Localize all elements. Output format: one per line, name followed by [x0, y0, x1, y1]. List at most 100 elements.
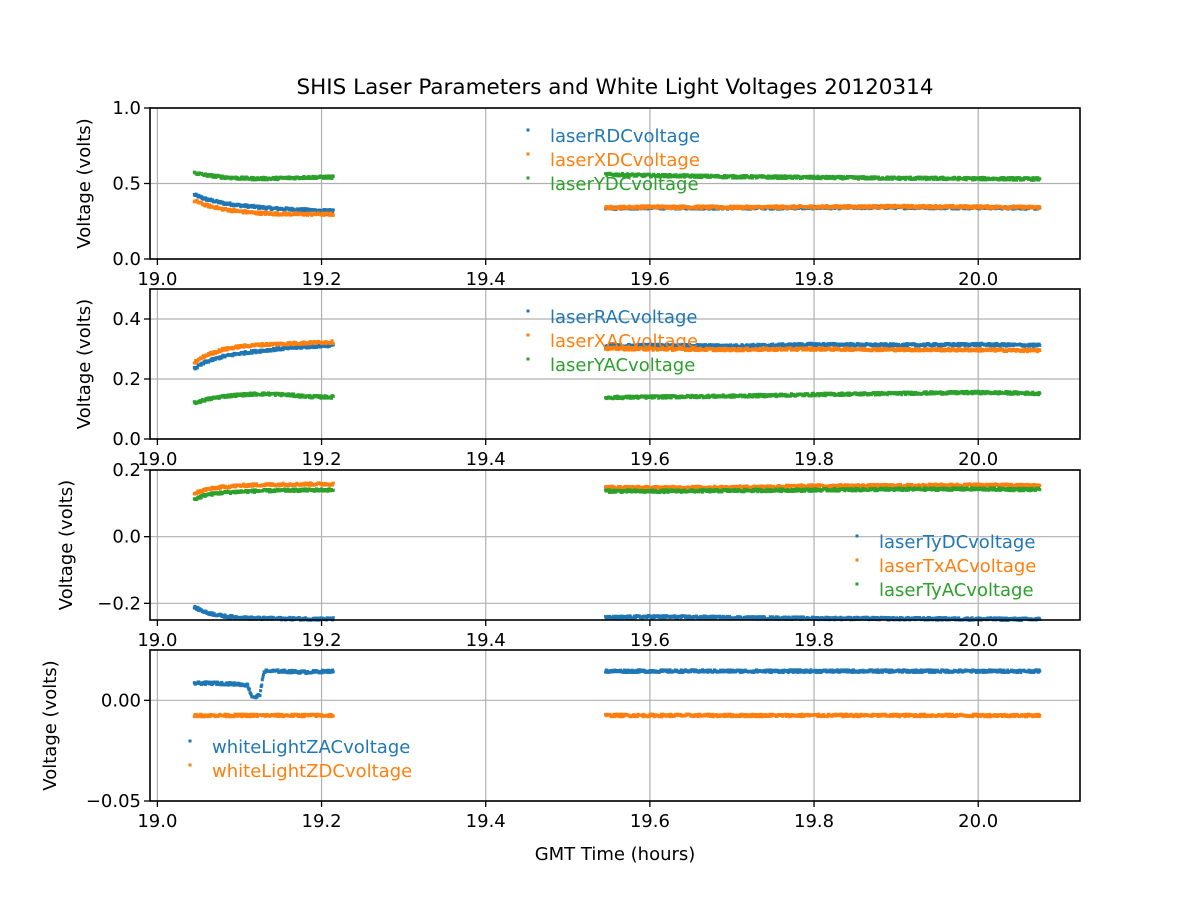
data-point	[329, 211, 333, 215]
data-point	[695, 206, 699, 210]
data-point	[313, 208, 317, 212]
data-point	[673, 175, 677, 179]
data-point	[649, 394, 653, 398]
data-point	[833, 342, 837, 346]
data-point	[268, 344, 272, 348]
data-point	[331, 210, 335, 214]
data-point	[959, 343, 963, 347]
data-point	[1031, 349, 1035, 353]
data-point	[793, 342, 797, 346]
data-point	[631, 346, 635, 350]
data-point	[608, 206, 612, 210]
data-point	[933, 206, 937, 210]
data-point	[663, 204, 667, 208]
data-point	[722, 346, 726, 350]
data-point	[843, 344, 847, 348]
data-point	[705, 206, 709, 210]
data-point	[263, 176, 267, 180]
data-point	[1021, 204, 1025, 208]
data-point	[939, 349, 943, 353]
x-tick-label: 19.2	[302, 269, 342, 290]
data-point	[708, 204, 712, 208]
data-point	[705, 348, 709, 352]
data-point	[265, 178, 269, 182]
x-tick-label: 19.8	[794, 269, 834, 290]
data-point	[863, 204, 867, 208]
legend-entry: laserXDCvoltage	[550, 150, 700, 171]
data-point	[784, 177, 788, 181]
data-point	[801, 207, 805, 211]
data-point	[1011, 176, 1015, 180]
data-point	[303, 207, 307, 211]
legend-marker	[526, 152, 530, 156]
data-point	[900, 206, 904, 210]
data-point	[977, 349, 981, 353]
data-point	[293, 177, 297, 181]
data-point	[828, 174, 832, 178]
data-point	[1020, 206, 1024, 210]
data-point	[1035, 204, 1039, 208]
data-point	[729, 204, 733, 208]
data-point	[261, 175, 265, 179]
data-point	[896, 346, 900, 350]
y-tick-label: 1.0	[112, 98, 141, 119]
data-point	[650, 396, 654, 400]
data-point	[963, 344, 967, 348]
series-laserYACvoltage	[192, 389, 1042, 406]
data-point	[671, 342, 675, 346]
data-point	[260, 212, 264, 216]
data-point	[1018, 176, 1022, 180]
x-tick-label: 19.6	[630, 269, 670, 290]
data-point	[924, 178, 928, 182]
data-point	[293, 213, 297, 217]
data-point	[679, 175, 683, 179]
data-point	[692, 175, 696, 179]
data-point	[261, 393, 265, 397]
data-point	[670, 344, 674, 348]
data-point	[671, 206, 675, 210]
legend-entry: laserYDCvoltage	[550, 174, 699, 195]
data-point	[890, 177, 894, 181]
data-point	[1031, 345, 1035, 349]
data-point	[617, 207, 621, 211]
series-laserYDCvoltage	[192, 170, 1042, 182]
data-point	[719, 349, 723, 353]
data-point	[700, 176, 704, 180]
data-point	[781, 174, 785, 178]
data-point	[960, 206, 964, 210]
y-tick-label: 0.0	[112, 249, 141, 270]
data-point	[220, 356, 224, 360]
data-point	[989, 342, 993, 346]
data-point	[775, 174, 779, 178]
data-point	[751, 206, 755, 210]
data-point	[1006, 178, 1010, 182]
data-point	[964, 204, 968, 208]
data-point	[843, 349, 847, 353]
data-point	[905, 206, 909, 210]
legend: laserRDCvoltagelaserXDCvoltagelaserYDCvo…	[526, 126, 700, 195]
data-point	[935, 347, 939, 351]
data-point	[652, 342, 656, 346]
data-point	[682, 173, 686, 177]
data-point	[750, 345, 754, 349]
data-point	[630, 394, 634, 398]
data-point	[242, 345, 246, 349]
data-point	[699, 346, 703, 350]
data-point	[1024, 207, 1028, 211]
data-point	[1038, 177, 1042, 181]
data-point	[287, 392, 291, 396]
data-point	[622, 346, 626, 350]
data-point	[195, 199, 199, 203]
data-point	[331, 343, 335, 347]
data-point	[794, 206, 798, 210]
data-point	[743, 176, 747, 180]
data-point	[831, 348, 835, 352]
data-point	[634, 206, 638, 210]
data-point	[313, 175, 317, 179]
data-point	[331, 394, 335, 398]
data-point	[320, 213, 324, 217]
data-point	[1038, 205, 1042, 209]
data-point	[779, 174, 783, 178]
data-point	[330, 176, 334, 180]
